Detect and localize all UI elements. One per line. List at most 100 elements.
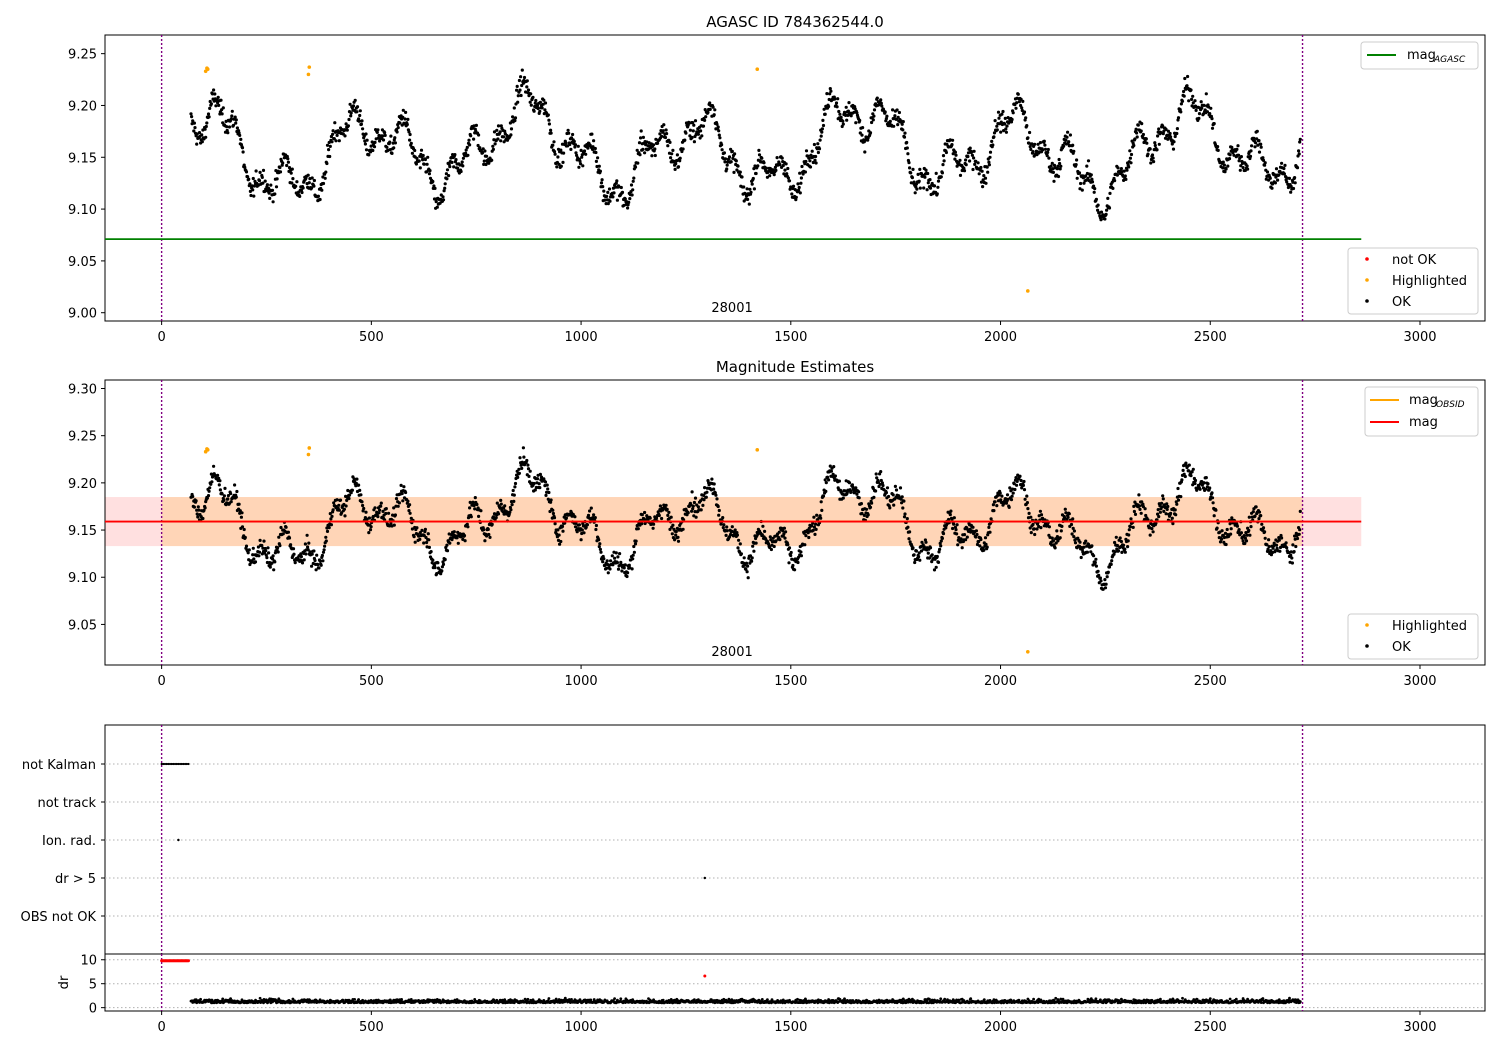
data-point [1210, 117, 1214, 121]
data-point [1019, 478, 1023, 483]
data-point [847, 101, 851, 105]
data-point [863, 150, 867, 154]
data-point [325, 529, 330, 534]
data-point [281, 532, 285, 536]
data-point [1086, 159, 1091, 163]
data-point [220, 492, 224, 496]
flag-point [182, 762, 185, 766]
data-point [683, 138, 687, 142]
data-point [237, 502, 241, 506]
x-tick-label: 2500 [1194, 330, 1227, 345]
data-point [1171, 147, 1176, 151]
obsid-label: 28001 [711, 301, 752, 316]
data-point [1041, 148, 1045, 152]
data-point [974, 535, 978, 539]
data-point [1022, 110, 1027, 114]
data-point [1066, 130, 1070, 134]
x-tick-label: 3000 [1403, 330, 1436, 345]
data-point [310, 564, 314, 568]
data-point [907, 537, 911, 541]
data-point [656, 141, 660, 145]
data-point [752, 167, 756, 171]
data-point [321, 181, 326, 186]
data-point [345, 128, 349, 132]
data-point [295, 180, 299, 184]
data-point [455, 536, 459, 540]
data-point [393, 136, 397, 140]
data-point [481, 151, 485, 155]
data-point [992, 131, 997, 135]
data-point [955, 523, 959, 527]
data-point [712, 487, 716, 491]
data-point [784, 530, 788, 534]
data-point [631, 553, 635, 557]
data-point [699, 508, 703, 512]
data-point [993, 119, 997, 123]
data-point [376, 515, 380, 519]
data-point [650, 154, 654, 158]
data-point [872, 108, 877, 112]
data-point [431, 179, 435, 184]
data-point [1115, 173, 1119, 177]
dr-point [291, 997, 295, 1001]
data-point [327, 148, 331, 152]
data-point [284, 525, 288, 529]
data-point [1228, 153, 1232, 157]
legend-box [1347, 247, 1479, 315]
data-point [1047, 525, 1051, 529]
data-point [373, 140, 377, 144]
data-point [936, 179, 941, 183]
data-point [996, 110, 1001, 114]
data-point [1297, 532, 1301, 536]
data-point [1080, 188, 1084, 192]
data-point [1204, 487, 1208, 491]
data-point [918, 167, 922, 171]
highlighted-point [205, 448, 210, 452]
data-point [1152, 160, 1156, 164]
data-point [1132, 509, 1136, 514]
data-point [1190, 470, 1194, 474]
data-point [327, 526, 331, 530]
data-point [920, 540, 924, 544]
data-point [1031, 522, 1035, 527]
y-tick-label: 0 [89, 1002, 97, 1017]
data-point [243, 535, 247, 540]
data-point [315, 553, 319, 557]
dr-point [554, 997, 558, 1001]
data-point [670, 532, 674, 536]
data-point [521, 446, 526, 450]
data-point [418, 537, 422, 542]
data-point [1038, 509, 1042, 513]
data-point [605, 559, 609, 563]
data-point [195, 142, 199, 146]
data-point [204, 135, 208, 139]
data-point [1176, 486, 1180, 491]
data-point [820, 130, 824, 134]
data-point [857, 490, 861, 494]
data-point [1214, 508, 1218, 512]
legend-marker [1365, 623, 1369, 627]
data-point [951, 138, 955, 142]
data-point [597, 545, 601, 549]
data-point [408, 132, 412, 137]
data-point [845, 118, 849, 122]
data-point [239, 515, 243, 519]
data-point [1202, 103, 1206, 107]
data-point [1084, 539, 1088, 543]
data-point [425, 162, 429, 166]
data-point [324, 535, 328, 539]
highlighted-point [755, 448, 760, 452]
data-point [1021, 483, 1025, 487]
data-point [846, 109, 851, 113]
data-point [747, 202, 751, 206]
legend-marker [1365, 257, 1369, 261]
data-point [1103, 217, 1107, 221]
data-point [246, 175, 250, 179]
data-point [1259, 145, 1263, 149]
data-point [1148, 533, 1152, 537]
data-point [838, 112, 842, 116]
highlighted-points [203, 65, 1030, 293]
data-point [242, 527, 246, 532]
data-point [204, 124, 208, 129]
